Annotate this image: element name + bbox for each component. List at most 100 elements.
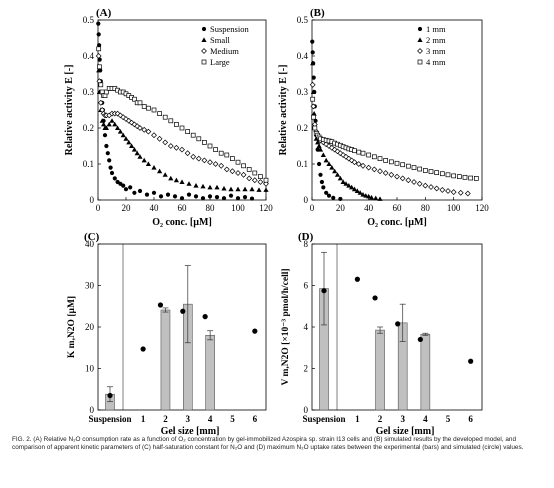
data-point	[162, 172, 168, 177]
legend-label: Small	[210, 35, 230, 45]
data-point	[137, 154, 143, 159]
data-point	[310, 96, 316, 102]
data-point	[129, 143, 135, 148]
data-point	[123, 187, 129, 192]
data-point	[96, 67, 102, 73]
data-point	[96, 32, 101, 37]
panel-label: (C)	[84, 231, 100, 243]
data-point	[346, 183, 352, 188]
y-tick-label: 0.1	[83, 159, 94, 169]
y-axis-label: K m,N2O [µM]	[67, 296, 77, 358]
data-point	[352, 148, 357, 154]
data-point	[207, 159, 213, 166]
data-point	[399, 175, 406, 182]
data-point	[128, 119, 135, 126]
data-point	[145, 128, 152, 135]
data-point	[102, 133, 108, 138]
simulated-point	[468, 358, 474, 364]
data-point	[167, 143, 174, 149]
data-point	[351, 159, 358, 166]
data-point	[151, 107, 157, 113]
data-point	[263, 177, 269, 183]
data-point	[428, 169, 434, 174]
data-point	[321, 185, 326, 190]
data-point	[105, 151, 110, 156]
bar	[420, 333, 431, 411]
x-tick-label: 80	[206, 203, 216, 213]
y-tick-label: 0	[90, 405, 95, 415]
panel-b: 0 0.1 0.2 0.3 0.4 0.5 0 20 40 60 80 100 120 1 mm2 mm3…	[278, 7, 489, 228]
y-tick-label: 0.3	[297, 87, 309, 97]
data-point	[318, 172, 323, 177]
x-tick-label: 6	[468, 414, 473, 424]
data-point	[416, 180, 423, 187]
data-point	[310, 50, 315, 55]
data-point	[450, 189, 457, 195]
data-point	[101, 121, 107, 127]
data-point	[131, 121, 138, 128]
data-point	[356, 149, 362, 155]
y-axis-label: V m,N2O [×10⁻³ pmol/h/cell]	[281, 268, 291, 385]
data-point	[137, 125, 143, 131]
x-tick-label: 5	[446, 414, 451, 424]
data-point	[405, 177, 412, 184]
data-point	[173, 177, 179, 183]
data-point	[228, 193, 234, 198]
data-point	[382, 170, 389, 176]
data-point	[354, 188, 360, 193]
series-circle	[310, 39, 343, 202]
data-point	[207, 143, 213, 149]
data-point	[223, 166, 230, 173]
legend-label: Large	[210, 57, 230, 67]
x-axis-label: O₂ conc. [µM]	[367, 217, 427, 228]
simulated-point	[252, 328, 258, 334]
x-tick-label: 4	[423, 414, 428, 424]
y-tick-label: 0.2	[83, 123, 94, 133]
data-point	[331, 195, 336, 200]
data-point	[193, 194, 199, 199]
data-point	[457, 189, 464, 196]
panel-label: (D)	[298, 231, 314, 243]
x-axis-label: Gel size [mm]	[376, 426, 435, 436]
data-point	[241, 163, 246, 169]
plot-frame	[311, 243, 483, 411]
data-point	[411, 165, 417, 170]
data-point	[258, 174, 263, 179]
legend-label: Medium	[210, 46, 239, 56]
series-triangle	[96, 67, 269, 192]
x-tick-label: 6	[253, 414, 258, 424]
data-point	[123, 136, 129, 141]
data-point	[179, 125, 185, 131]
data-point	[456, 174, 462, 179]
simulated-point	[107, 392, 113, 399]
data-point	[310, 39, 315, 44]
x-tick-label: 40	[150, 203, 160, 213]
data-point	[394, 173, 400, 180]
data-point	[351, 186, 358, 192]
data-point	[97, 99, 104, 106]
data-point	[195, 155, 202, 162]
x-tick-label: 20	[122, 203, 132, 213]
data-point	[200, 183, 206, 189]
data-point	[343, 153, 349, 160]
data-point	[214, 195, 220, 200]
data-point	[311, 114, 316, 120]
simulated-point	[354, 276, 360, 282]
simulated-point	[395, 321, 401, 327]
data-point	[309, 81, 316, 88]
data-point	[96, 21, 101, 26]
data-point	[173, 144, 180, 151]
data-point	[252, 170, 258, 176]
series-triangle	[310, 60, 383, 201]
series-square	[310, 96, 479, 181]
data-point	[331, 146, 338, 153]
y-axis-label: Relative activity E [-]	[64, 65, 75, 156]
data-point	[190, 132, 196, 138]
data-point	[366, 152, 372, 158]
data-point	[405, 163, 411, 169]
data-point	[107, 158, 112, 163]
data-point	[383, 158, 389, 163]
figure-caption: FIG. 2. (A) Relative N₂O consumption rat…	[12, 436, 524, 452]
data-point	[310, 89, 317, 94]
legend-marker	[417, 48, 423, 54]
